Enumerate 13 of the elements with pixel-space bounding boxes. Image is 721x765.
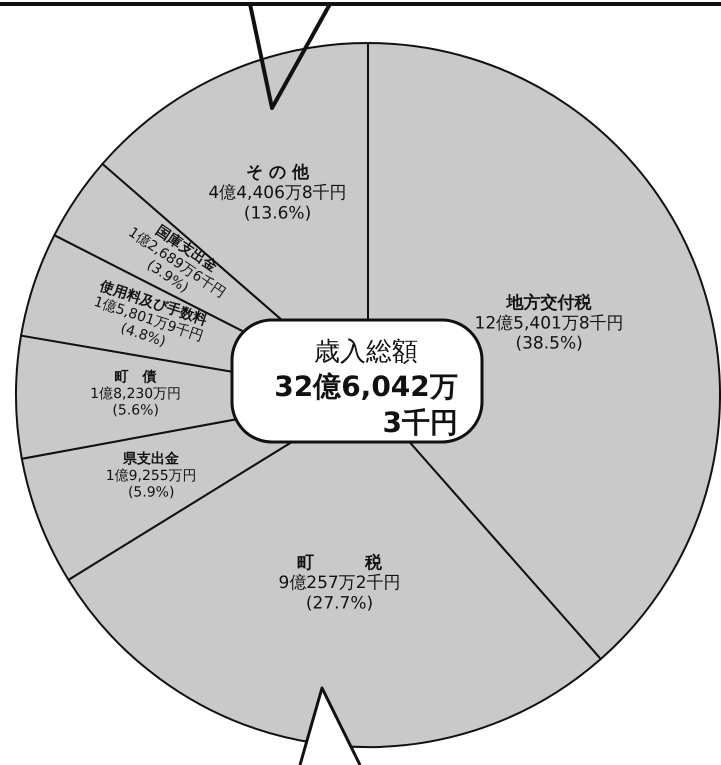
slice-label: 町 税: [297, 552, 384, 573]
data-label: 1億8,230万円 (5.6%): [90, 386, 182, 419]
text: 32億6,042万: [274, 370, 458, 403]
slice-label: そ の 他: [246, 162, 310, 183]
slice-label: 県支出金: [122, 451, 180, 468]
data-label: 9億257万2千円 (27.7%): [278, 573, 401, 614]
data-label: 1億9,255万円 (5.9%): [106, 468, 197, 501]
text: 歳入総額: [314, 337, 418, 367]
slice-label: 地方交付税: [506, 292, 593, 313]
data-label: 12億5,401万8千円 (38.5%): [474, 313, 624, 354]
slice-label: 町 債: [114, 369, 157, 386]
data-label: 4億4,406万8千円 (13.6%): [208, 183, 347, 224]
text: 3千円: [382, 406, 458, 439]
